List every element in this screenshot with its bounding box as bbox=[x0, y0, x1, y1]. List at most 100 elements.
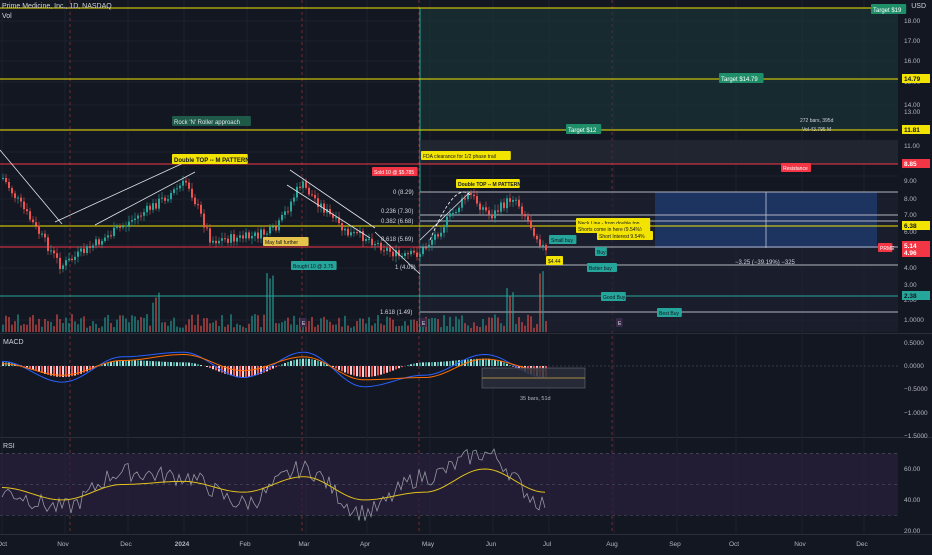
candle-body bbox=[539, 239, 541, 246]
macd-hist-bar bbox=[287, 362, 289, 366]
fib-label: 0.382 (6.68) bbox=[381, 219, 413, 225]
candle-body bbox=[440, 233, 442, 237]
volume-bar bbox=[110, 323, 112, 332]
volume-bar bbox=[137, 320, 139, 332]
candle-body bbox=[455, 212, 457, 213]
volume-bar bbox=[440, 327, 442, 332]
volume-bar bbox=[458, 319, 460, 332]
volume-bar bbox=[143, 318, 145, 332]
macd-hist-bar bbox=[194, 363, 196, 366]
time-tick: Jul bbox=[543, 541, 552, 548]
macd-hist-bar bbox=[212, 366, 214, 369]
macd-hist-bar bbox=[272, 366, 274, 369]
macd-hist-bar bbox=[299, 359, 301, 366]
volume-bar bbox=[29, 317, 31, 332]
volume-bar bbox=[26, 325, 28, 332]
time-tick: Apr bbox=[360, 541, 371, 548]
volume-bar bbox=[17, 314, 19, 332]
candle-body bbox=[92, 246, 94, 248]
macd-hist-bar bbox=[392, 366, 394, 371]
candle-body bbox=[221, 238, 223, 241]
volume-bar bbox=[467, 325, 469, 332]
candle-body bbox=[110, 235, 112, 236]
macd-hist-bar bbox=[308, 359, 310, 366]
candle-body bbox=[383, 250, 385, 251]
volume-bar bbox=[512, 292, 514, 332]
volume-bar bbox=[212, 323, 214, 332]
volume-bar bbox=[230, 314, 232, 332]
macd-hist-bar bbox=[401, 366, 403, 367]
candle-body bbox=[164, 198, 166, 201]
volume-bar bbox=[266, 273, 268, 332]
volume-bar bbox=[404, 321, 406, 332]
volume-bar bbox=[173, 318, 175, 332]
macd-hist-bar bbox=[434, 362, 436, 366]
volume-bar bbox=[350, 328, 352, 332]
fib-label: 1 (4.09) bbox=[395, 265, 416, 271]
macd-hist-bar bbox=[200, 365, 202, 366]
macd-hist-bar bbox=[506, 364, 508, 366]
macd-hist-bar bbox=[485, 359, 487, 366]
volume-bar bbox=[65, 318, 67, 332]
macd-hist-bar bbox=[149, 361, 151, 366]
macd-hist-bar bbox=[302, 359, 304, 366]
price-label: 11.81 bbox=[904, 127, 920, 134]
volume-bar bbox=[197, 314, 199, 332]
candle-body bbox=[374, 244, 376, 245]
time-tick: Sep bbox=[669, 541, 681, 548]
volume-bar bbox=[209, 323, 211, 332]
volume-bar bbox=[476, 326, 478, 332]
macd-hist-bar bbox=[134, 360, 136, 366]
candle-body bbox=[47, 237, 49, 251]
volume-bar bbox=[263, 315, 265, 332]
macd-hist-bar bbox=[107, 363, 109, 366]
volume-bar bbox=[461, 315, 463, 332]
candle-body bbox=[248, 232, 250, 238]
best-buy-label: Best Buy bbox=[659, 311, 680, 317]
candle-body bbox=[173, 189, 175, 193]
volume-bar bbox=[155, 298, 157, 332]
volume-bar bbox=[287, 318, 289, 332]
time-tick: 2024 bbox=[175, 541, 190, 548]
candle-body bbox=[59, 258, 61, 269]
volume-bar bbox=[407, 326, 409, 332]
volume-bar bbox=[497, 317, 499, 332]
target-1479-label: Target $14.79 bbox=[721, 77, 758, 83]
volume-bar bbox=[374, 323, 376, 332]
volume-bar bbox=[71, 314, 73, 332]
candle-body bbox=[26, 209, 28, 211]
candle-body bbox=[98, 239, 100, 244]
candle-body bbox=[194, 198, 196, 205]
volume-bar bbox=[365, 323, 367, 332]
macd-hist-bar bbox=[137, 360, 139, 366]
double-top-label-2: Double TOP -- M PATTERN bbox=[458, 182, 521, 188]
macd-hist-bar bbox=[446, 361, 448, 366]
volume-bar bbox=[38, 319, 40, 332]
volume-bar bbox=[23, 324, 25, 332]
candle-body bbox=[230, 234, 232, 243]
volume-bar bbox=[164, 322, 166, 332]
candle-body bbox=[266, 233, 268, 234]
volume-bar bbox=[80, 318, 82, 332]
volume-bar bbox=[149, 326, 151, 332]
volume-bar bbox=[5, 316, 7, 332]
candle-body bbox=[491, 214, 493, 218]
candle-body bbox=[293, 198, 295, 202]
price-tick: 16.00 bbox=[904, 58, 921, 65]
volume-bar bbox=[113, 327, 115, 332]
volume-bar bbox=[92, 321, 94, 332]
volume-bar bbox=[371, 326, 373, 332]
volume-bar bbox=[359, 318, 361, 332]
macd-hist-bar bbox=[437, 362, 439, 366]
candle-body bbox=[152, 203, 154, 210]
volume-bar bbox=[320, 318, 322, 332]
volume-bar bbox=[32, 315, 34, 332]
candle-body bbox=[89, 246, 91, 248]
candle-body bbox=[215, 241, 217, 243]
candle-body bbox=[86, 246, 88, 253]
volume-bar bbox=[380, 324, 382, 332]
volume-bar bbox=[323, 317, 325, 332]
volume-bar bbox=[227, 325, 229, 332]
macd-hist-bar bbox=[176, 362, 178, 366]
